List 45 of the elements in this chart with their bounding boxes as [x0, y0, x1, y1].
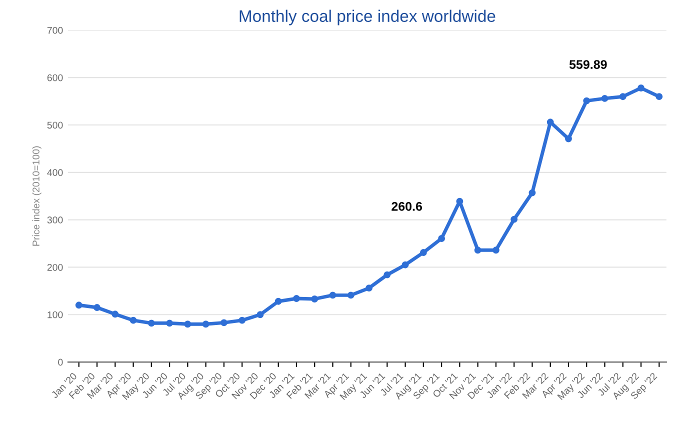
point [238, 316, 246, 324]
point [184, 320, 192, 328]
point [75, 302, 82, 309]
point [456, 198, 464, 205]
point [656, 93, 663, 100]
point [492, 246, 500, 254]
point [583, 97, 590, 104]
point [220, 319, 228, 326]
y-tick-label: 100 [48, 311, 63, 318]
point [94, 304, 100, 311]
point [474, 246, 482, 254]
point [329, 292, 336, 299]
point [546, 118, 554, 126]
point [638, 84, 644, 92]
y-tick-label: 300 [47, 216, 63, 224]
point [311, 296, 318, 302]
point [619, 93, 626, 100]
point [166, 320, 174, 327]
point [293, 295, 300, 302]
point [510, 216, 518, 223]
y-tick-label: 400 [47, 169, 63, 176]
point [402, 261, 409, 268]
point [274, 298, 282, 305]
point [438, 235, 446, 242]
point [112, 310, 119, 318]
point [384, 271, 391, 278]
y-axis-title: Price index (2010=100) [32, 146, 42, 246]
point [601, 94, 608, 102]
annotation: 559.89 [569, 60, 607, 69]
point [202, 320, 210, 328]
point [366, 284, 372, 292]
point [565, 135, 572, 142]
point [420, 249, 427, 256]
point [256, 311, 264, 318]
y-tick-label: 500 [47, 122, 63, 129]
y-tick-label: 200 [47, 264, 63, 271]
point [528, 189, 536, 196]
annotation: 260.6 [392, 202, 422, 211]
point [148, 320, 155, 327]
y-tick-label: 600 [47, 74, 63, 82]
chart-title: Monthly coal price index worldwide [240, 10, 496, 26]
point [347, 292, 354, 299]
point [130, 316, 137, 324]
y-tick-label: 700 [47, 26, 63, 34]
y-tick-label: 0 [58, 358, 63, 366]
